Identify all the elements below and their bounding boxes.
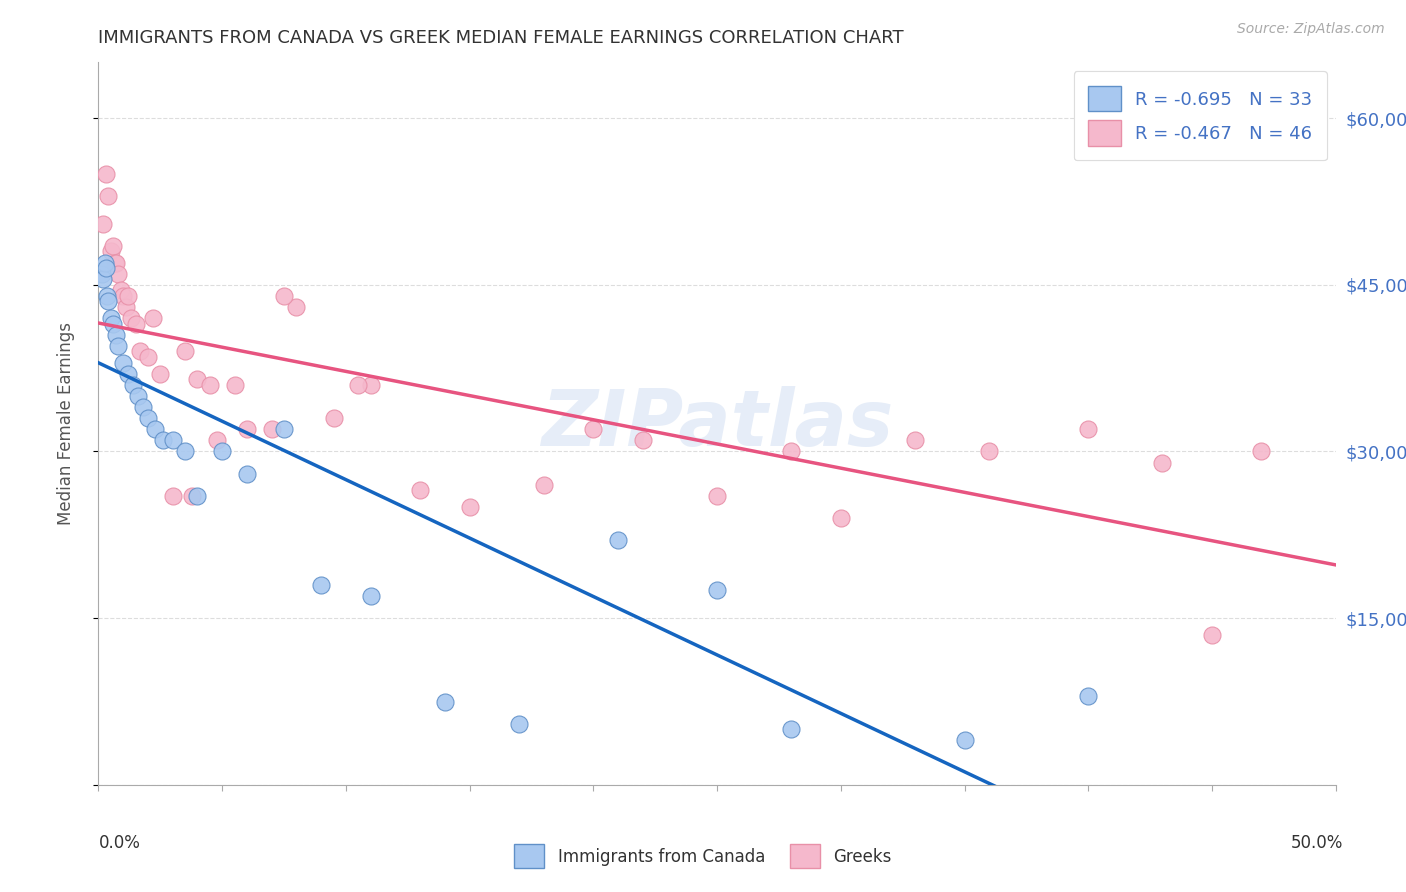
Point — [347, 377, 370, 392]
Point — [103, 239, 125, 253]
Point — [117, 289, 139, 303]
Point — [582, 422, 605, 436]
Point — [1152, 456, 1174, 470]
Point — [97, 294, 120, 309]
Point — [107, 267, 129, 281]
Point — [104, 255, 127, 269]
Point — [124, 317, 146, 331]
Text: IMMIGRANTS FROM CANADA VS GREEK MEDIAN FEMALE EARNINGS CORRELATION CHART: IMMIGRANTS FROM CANADA VS GREEK MEDIAN F… — [98, 29, 904, 47]
Point — [110, 283, 132, 297]
Point — [162, 489, 184, 503]
Point — [309, 578, 332, 592]
Point — [94, 167, 117, 181]
Point — [953, 733, 976, 747]
Point — [979, 444, 1001, 458]
Point — [181, 489, 204, 503]
Point — [112, 355, 135, 369]
Point — [205, 434, 228, 448]
Point — [93, 255, 115, 269]
Point — [1201, 628, 1223, 642]
Point — [285, 300, 308, 314]
Point — [120, 311, 142, 326]
Point — [198, 377, 221, 392]
Point — [360, 377, 382, 392]
Point — [260, 422, 283, 436]
Point — [103, 255, 125, 269]
Point — [93, 272, 115, 286]
Point — [780, 444, 803, 458]
Point — [100, 244, 122, 259]
Point — [186, 489, 208, 503]
Point — [174, 444, 197, 458]
Point — [127, 389, 149, 403]
Point — [236, 467, 259, 481]
Point — [107, 339, 129, 353]
Point — [706, 489, 728, 503]
Point — [112, 289, 135, 303]
Legend: R = -0.695   N = 33, R = -0.467   N = 46: R = -0.695 N = 33, R = -0.467 N = 46 — [1074, 71, 1327, 161]
Point — [273, 289, 295, 303]
Point — [122, 377, 145, 392]
Point — [186, 372, 208, 386]
Point — [409, 483, 432, 498]
Point — [631, 434, 654, 448]
Point — [93, 217, 115, 231]
Text: 50.0%: 50.0% — [1291, 834, 1343, 852]
Point — [152, 434, 174, 448]
Point — [1077, 689, 1099, 703]
Text: ZIPatlas: ZIPatlas — [541, 385, 893, 462]
Point — [129, 344, 152, 359]
Point — [1077, 422, 1099, 436]
Point — [162, 434, 184, 448]
Point — [149, 367, 172, 381]
Point — [117, 367, 139, 381]
Point — [1250, 444, 1272, 458]
Point — [433, 695, 456, 709]
Point — [607, 533, 630, 548]
Point — [780, 723, 803, 737]
Point — [904, 434, 927, 448]
Point — [458, 500, 481, 514]
Point — [273, 422, 295, 436]
Point — [100, 311, 122, 326]
Point — [360, 589, 382, 603]
Point — [533, 478, 555, 492]
Point — [132, 400, 155, 414]
Point — [91, 267, 114, 281]
Point — [830, 511, 852, 525]
Text: Source: ZipAtlas.com: Source: ZipAtlas.com — [1237, 22, 1385, 37]
Legend: Immigrants from Canada, Greeks: Immigrants from Canada, Greeks — [508, 838, 898, 875]
Point — [211, 444, 233, 458]
Point — [104, 327, 127, 342]
Point — [94, 261, 117, 276]
Point — [142, 311, 165, 326]
Point — [174, 344, 197, 359]
Point — [136, 350, 159, 364]
Point — [322, 411, 344, 425]
Text: 0.0%: 0.0% — [98, 834, 141, 852]
Point — [96, 289, 118, 303]
Point — [508, 716, 530, 731]
Point — [236, 422, 259, 436]
Point — [706, 583, 728, 598]
Y-axis label: Median Female Earnings: Median Female Earnings — [56, 322, 75, 525]
Point — [103, 317, 125, 331]
Point — [114, 300, 136, 314]
Point — [97, 189, 120, 203]
Point — [136, 411, 159, 425]
Point — [224, 377, 246, 392]
Point — [143, 422, 166, 436]
